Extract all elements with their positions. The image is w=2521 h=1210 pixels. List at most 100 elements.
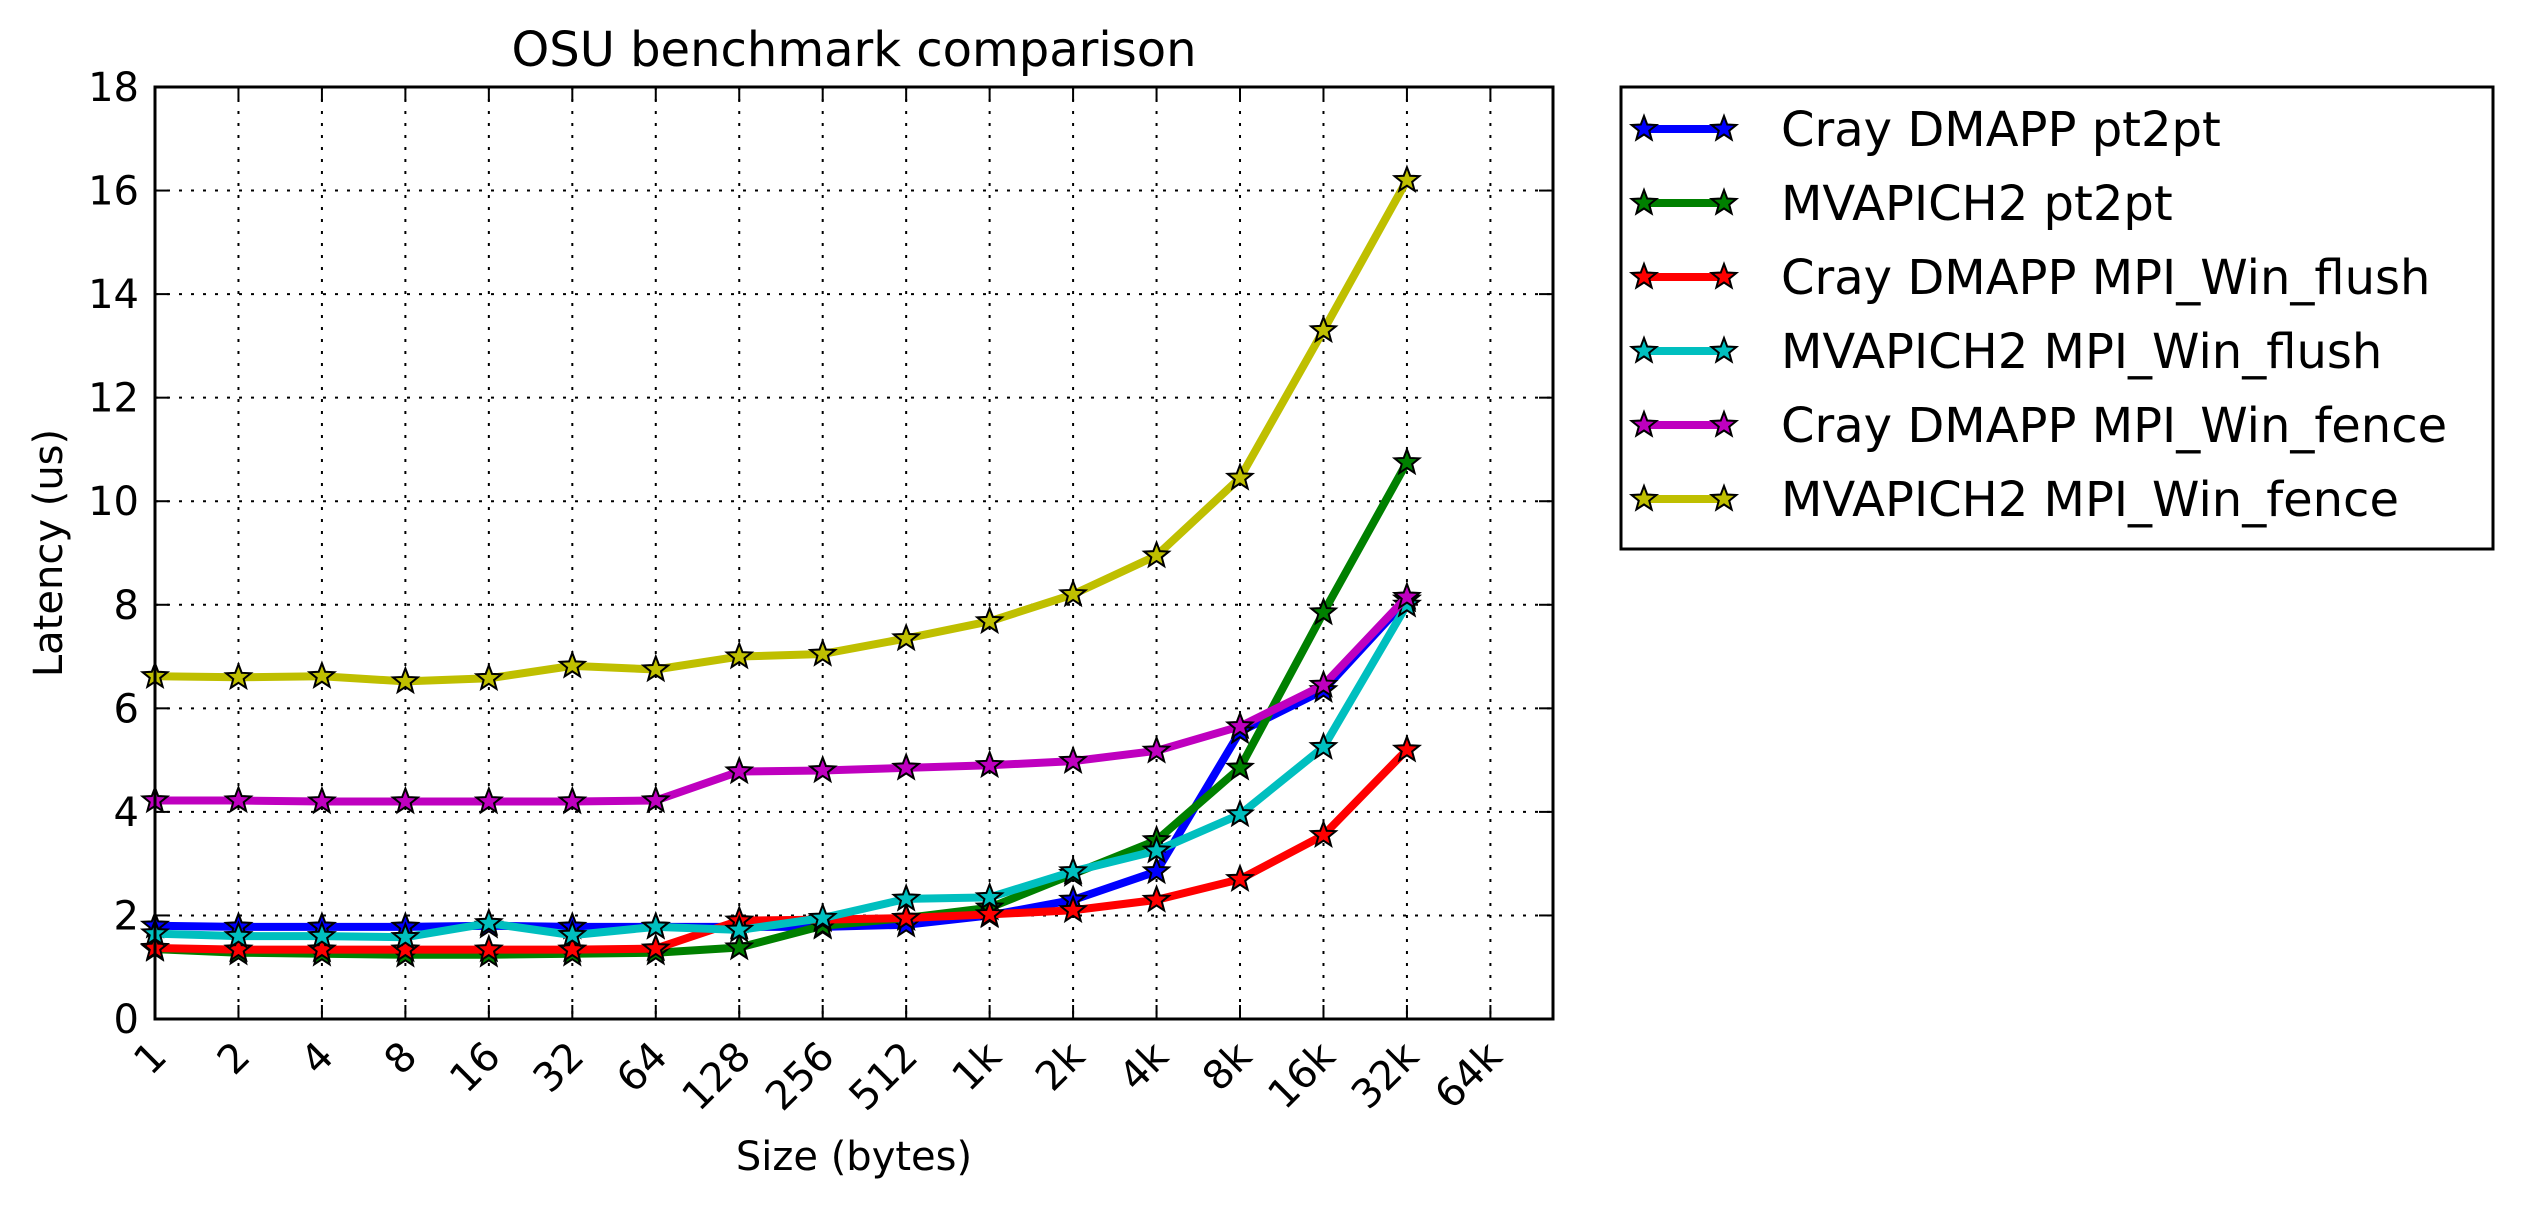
data-point <box>390 933 421 963</box>
data-point <box>640 784 671 814</box>
x-tick-label: 128 <box>674 1033 761 1120</box>
series-4 <box>139 588 1422 950</box>
data-point <box>1391 164 1422 194</box>
data-point <box>1141 834 1172 864</box>
data-point <box>223 784 254 814</box>
data-point <box>473 662 504 692</box>
x-tick-label: 2k <box>1027 1033 1094 1100</box>
data-point <box>1058 855 1089 885</box>
legend-frame <box>1619 85 2495 551</box>
legend-marker <box>1708 261 1740 290</box>
y-tick-label: 2 <box>114 893 139 939</box>
data-point <box>390 785 421 815</box>
data-point <box>1308 731 1339 760</box>
data-point <box>1391 581 1422 610</box>
data-point <box>974 749 1005 779</box>
x-tick-label: 4k <box>1110 1033 1177 1100</box>
data-point <box>891 883 922 912</box>
data-point <box>724 755 755 785</box>
data-point <box>974 881 1005 911</box>
data-point <box>640 653 671 683</box>
y-tick-label: 14 <box>88 272 139 318</box>
legend-label: MVAPICH2 MPI_Win_flush <box>1781 324 2382 380</box>
x-axis-title: Size (bytes) <box>736 1134 972 1180</box>
data-point <box>1224 752 1256 781</box>
data-point <box>1141 734 1172 764</box>
x-tick-label: 4 <box>292 1033 343 1084</box>
data-point <box>807 902 838 931</box>
data-point <box>557 785 588 815</box>
data-point <box>223 920 254 949</box>
data-point <box>306 933 337 963</box>
data-point <box>1141 855 1172 885</box>
data-point <box>1141 539 1172 569</box>
data-point <box>306 920 337 949</box>
data-point <box>1308 669 1339 698</box>
legend-label: MVAPICH2 pt2pt <box>1781 176 2173 232</box>
legend-entry: MVAPICH2 pt2pt <box>1628 176 2173 232</box>
legend-marker <box>1708 409 1740 438</box>
legend-marker <box>1628 113 1660 142</box>
x-tick-label: 512 <box>840 1033 927 1120</box>
legend-entry: MVAPICH2 MPI_Win_flush <box>1628 324 2382 380</box>
data-point <box>724 914 755 943</box>
x-tick-label: 32 <box>525 1033 594 1102</box>
y-tick-label: 8 <box>114 583 139 629</box>
data-point <box>891 752 922 781</box>
legend-label: Cray DMAPP pt2pt <box>1781 102 2221 158</box>
data-point <box>1224 710 1256 740</box>
x-tick-label: 64k <box>1426 1033 1511 1118</box>
data-point <box>306 785 337 815</box>
grid <box>155 87 1553 1019</box>
data-point <box>1308 819 1339 848</box>
chart-title: OSU benchmark comparison <box>511 22 1196 78</box>
axis-ticks <box>154 86 1553 1020</box>
legend-entry: Cray DMAPP MPI_Win_flush <box>1628 250 2430 306</box>
data-point <box>390 921 421 950</box>
data-point <box>473 933 504 963</box>
data-point <box>974 605 1005 635</box>
y-axis-title: Latency (us) <box>26 429 72 677</box>
legend-marker <box>1628 483 1660 512</box>
series-line <box>154 460 1411 959</box>
data-point <box>557 650 588 679</box>
data-point <box>640 932 671 962</box>
data-point <box>724 640 755 670</box>
y-tick-label: 12 <box>88 376 139 422</box>
legend-label: Cray DMAPP MPI_Win_flush <box>1781 250 2430 306</box>
series-line <box>154 602 1411 942</box>
x-tick-label: 64 <box>608 1033 677 1102</box>
x-tick-label: 8 <box>376 1033 427 1084</box>
legend-marker <box>1628 187 1660 216</box>
legend: Cray DMAPP pt2pt MVAPICH2 pt2pt Cray DMAPP… <box>1619 85 2495 551</box>
x-tick-label: 16k <box>1259 1033 1344 1118</box>
y-tick-label: 10 <box>88 479 139 525</box>
legend-marker <box>1708 187 1740 216</box>
x-tick-label: 8k <box>1194 1033 1261 1100</box>
data-point <box>807 638 838 667</box>
data-point <box>724 931 755 961</box>
data-point <box>223 661 254 691</box>
data-point <box>640 911 671 940</box>
plot-frame <box>153 85 1555 1021</box>
data-point <box>1391 446 1422 476</box>
series-line <box>154 178 1411 686</box>
data-point <box>306 660 337 690</box>
legend-marker <box>1628 261 1660 290</box>
data-point <box>1224 863 1256 893</box>
x-tick-label: 1k <box>944 1033 1011 1100</box>
y-tick-label: 0 <box>114 997 139 1043</box>
x-tick-label: 256 <box>757 1033 844 1120</box>
legend-entry: Cray DMAPP MPI_Win_fence <box>1628 398 2447 454</box>
data-point <box>1308 314 1339 344</box>
x-tick-label: 2 <box>209 1033 260 1084</box>
series-layer <box>139 164 1422 968</box>
data-point <box>1058 894 1089 924</box>
legend-entry: MVAPICH2 MPI_Win_fence <box>1628 472 2399 528</box>
data-point <box>891 622 922 652</box>
data-point <box>1058 745 1089 774</box>
data-point <box>1391 733 1422 763</box>
y-tick-label: 4 <box>114 790 139 836</box>
data-point <box>1224 462 1256 491</box>
